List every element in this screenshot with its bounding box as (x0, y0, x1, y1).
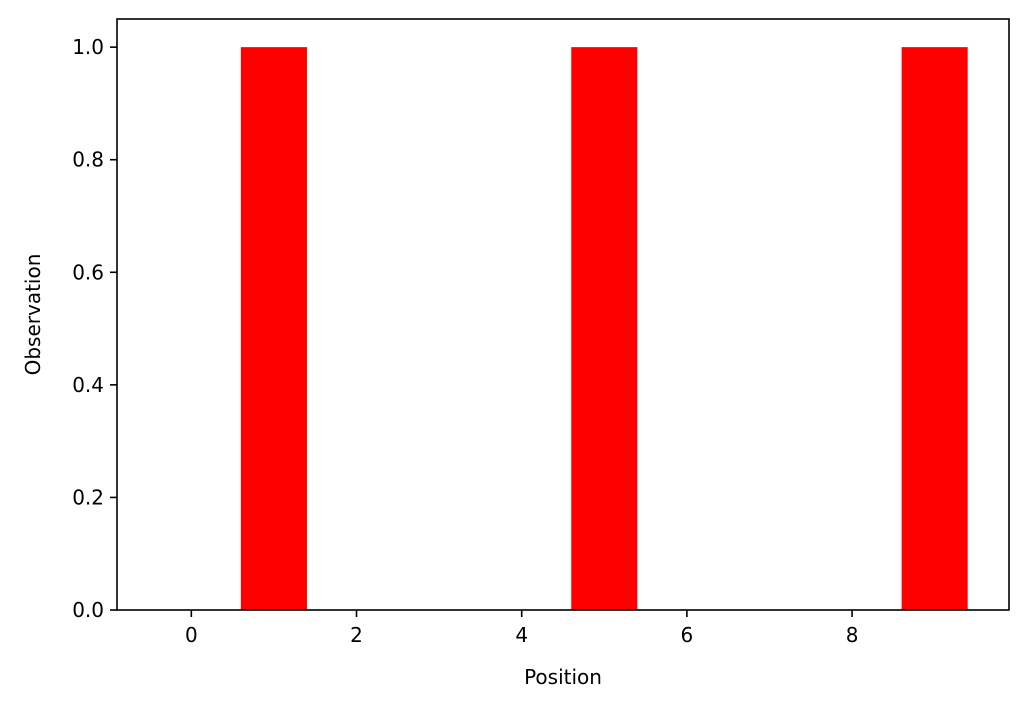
x-axis-ticks: 0 2 4 6 8 (185, 610, 858, 647)
x-tick-label: 6 (681, 623, 694, 647)
y-tick-label: 0.4 (72, 373, 104, 397)
x-axis-label: Position (524, 665, 602, 689)
x-tick-label: 8 (846, 623, 859, 647)
bar-9 (901, 47, 968, 610)
bar-5 (571, 47, 638, 610)
plot-frame (116, 18, 1010, 611)
bars-group (240, 47, 968, 610)
y-tick-label: 0.0 (72, 598, 104, 622)
y-tick-label: 0.8 (72, 148, 104, 172)
x-tick-label: 4 (515, 623, 528, 647)
y-tick-label: 0.2 (72, 485, 104, 509)
x-tick-label: 0 (185, 623, 198, 647)
y-tick-label: 1.0 (72, 35, 104, 59)
bar-1 (240, 47, 307, 610)
y-tick-label: 0.6 (72, 260, 104, 284)
x-tick-label: 2 (350, 623, 363, 647)
y-axis-ticks: 0.0 0.2 0.4 0.6 0.8 1.0 (72, 35, 117, 622)
y-axis-label: Observation (21, 254, 45, 376)
